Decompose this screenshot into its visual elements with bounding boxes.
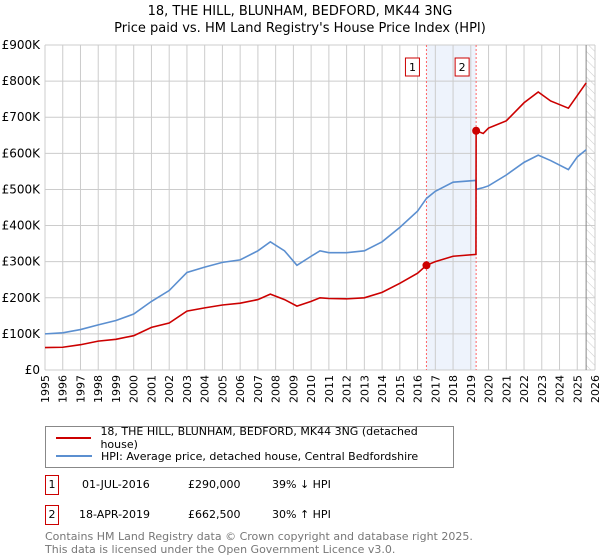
transaction-price: £290,000 (188, 478, 241, 491)
y-tick-label: £600K (2, 146, 42, 160)
y-tick-label: £700K (2, 110, 42, 124)
x-tick-label: 2025 (571, 375, 584, 403)
x-tick-label: 2021 (500, 375, 513, 403)
x-tick-label: 2001 (145, 375, 158, 403)
x-tick-label: 1997 (74, 375, 87, 403)
chart-title: 18, THE HILL, BLUNHAM, BEDFORD, MK44 3NG (147, 4, 453, 19)
legend-swatch (56, 437, 92, 439)
x-tick-label: 2023 (536, 375, 549, 403)
x-tick-label: 2006 (234, 375, 247, 403)
footer-line: This data is licensed under the Open Gov… (45, 543, 396, 556)
transaction-hpi: 39% ↓ HPI (272, 478, 331, 491)
y-tick-label: £300K (2, 255, 42, 269)
x-tick-label: 2017 (429, 375, 442, 403)
sale-marker-label: 2 (459, 61, 466, 74)
y-tick-label: £500K (2, 182, 42, 196)
y-tick-label: £0 (25, 363, 40, 377)
forecast-hatch (586, 45, 595, 370)
line-chart: 1995 1996 1997 1998 1999 2000 2001 2002 2003 2004… (2, 38, 600, 403)
x-tick-label: 2002 (163, 375, 176, 403)
x-tick-label: 2020 (483, 375, 496, 403)
transaction-date: 01-JUL-2016 (82, 478, 150, 491)
transaction-marker: 1 (45, 475, 59, 495)
x-tick-label: 2009 (287, 375, 300, 403)
x-tick-label: 2015 (394, 375, 407, 403)
x-tick-label: 2014 (376, 375, 389, 403)
x-tick-label: 2010 (305, 375, 318, 403)
y-tick-label: £200K (2, 291, 42, 305)
legend-swatch (56, 455, 92, 457)
y-tick-label: £900K (2, 38, 42, 52)
y-tick-label: £800K (2, 74, 42, 88)
legend-label: 18, THE HILL, BLUNHAM, BEDFORD, MK44 3NG… (100, 425, 418, 451)
transaction-date: 18-APR-2019 (79, 508, 151, 521)
x-tick-label: 2013 (358, 375, 371, 403)
sale-point (472, 126, 481, 135)
x-tick-label: 1996 (57, 375, 70, 403)
chart-subtitle: Price paid vs. HM Land Registry's House … (114, 21, 486, 36)
property-line (44, 82, 587, 349)
x-tick-label: 2004 (199, 375, 212, 403)
legend-entry-hpi: HPI: Average price, detached house, Cent… (56, 448, 418, 464)
x-tick-label: 1999 (110, 375, 123, 403)
x-tick-label: 2018 (447, 375, 460, 403)
x-tick-label: 2026 (589, 375, 600, 403)
sale-marker-label: 1 (409, 61, 416, 74)
hpi-line (44, 149, 587, 335)
footer-line: Contains HM Land Registry data © Crown c… (45, 530, 473, 543)
transaction-hpi: 30% ↑ HPI (272, 508, 331, 521)
legend-label: HPI: Average price, detached house, Cent… (101, 449, 419, 463)
legend-entry-property: 18, THE HILL, BLUNHAM, BEDFORD, MK44 3NG… (56, 425, 453, 451)
sale-marker-box (454, 57, 470, 77)
x-tick-label: 2016 (412, 375, 425, 403)
x-tick-label: 2003 (181, 375, 194, 403)
legend: 18, THE HILL, BLUNHAM, BEDFORD, MK44 3NG… (45, 425, 454, 468)
x-tick-label: 2005 (216, 375, 229, 403)
footer: Contains HM Land Registry data © Crown c… (45, 530, 473, 556)
y-tick-label: £400K (2, 219, 42, 233)
y-tick-label: £100K (2, 327, 42, 341)
x-tick-label: 2024 (554, 375, 567, 403)
x-tick-label: 2012 (341, 375, 354, 403)
x-tick-label: 2019 (465, 375, 478, 403)
x-tick-label: 2000 (128, 375, 141, 403)
x-tick-label: 2007 (252, 375, 265, 403)
x-tick-label: 1995 (39, 375, 52, 403)
transaction-price: £662,500 (188, 508, 241, 521)
transaction-marker: 2 (45, 505, 59, 525)
shaded-region (426, 45, 477, 370)
x-tick-label: 2022 (518, 375, 531, 403)
x-tick-label: 2008 (270, 375, 283, 403)
x-tick-label: 1998 (92, 375, 105, 403)
x-tick-label: 2011 (323, 375, 336, 403)
sale-marker-box (404, 57, 420, 77)
sale-point (422, 261, 431, 270)
